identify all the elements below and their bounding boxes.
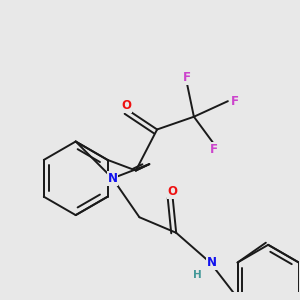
- Text: N: N: [107, 172, 118, 185]
- Text: F: F: [210, 143, 218, 156]
- Text: F: F: [231, 95, 239, 108]
- Text: N: N: [207, 256, 217, 269]
- Text: H: H: [193, 270, 202, 280]
- Text: F: F: [183, 70, 191, 84]
- Text: O: O: [121, 99, 131, 112]
- Text: O: O: [168, 185, 178, 198]
